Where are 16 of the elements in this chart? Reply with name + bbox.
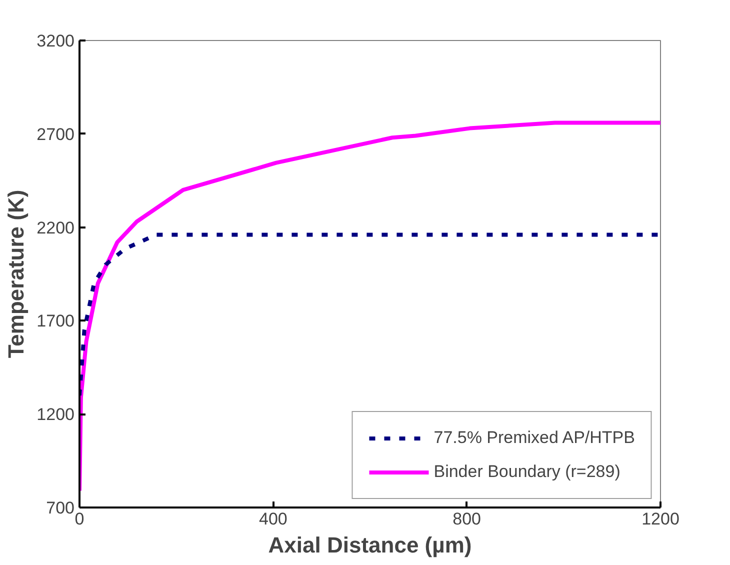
x-axis-title: Axial Distance (µm)	[268, 532, 472, 558]
y-tick-label: 1700	[36, 312, 75, 331]
x-tick-label: 0	[74, 510, 84, 528]
y-tick-label: 2200	[36, 218, 75, 238]
y-tick-label: 2700	[36, 124, 75, 144]
x-tick-label: 800	[452, 510, 482, 528]
y-tick-label: 3200	[36, 32, 75, 50]
y-tick-label: 1200	[36, 405, 75, 424]
x-tick-label: 400	[258, 510, 288, 528]
y-axis-title: Temperature (K)	[4, 190, 29, 358]
x-tick-label: 1200	[642, 510, 680, 528]
legend-label: Binder Boundary (r=289)	[434, 462, 620, 482]
line-series	[80, 120, 660, 493]
legend-label: 77.5% Premixed AP/HTPB	[434, 428, 635, 448]
line-series	[80, 232, 660, 398]
y-tick-label: 700	[46, 498, 75, 518]
